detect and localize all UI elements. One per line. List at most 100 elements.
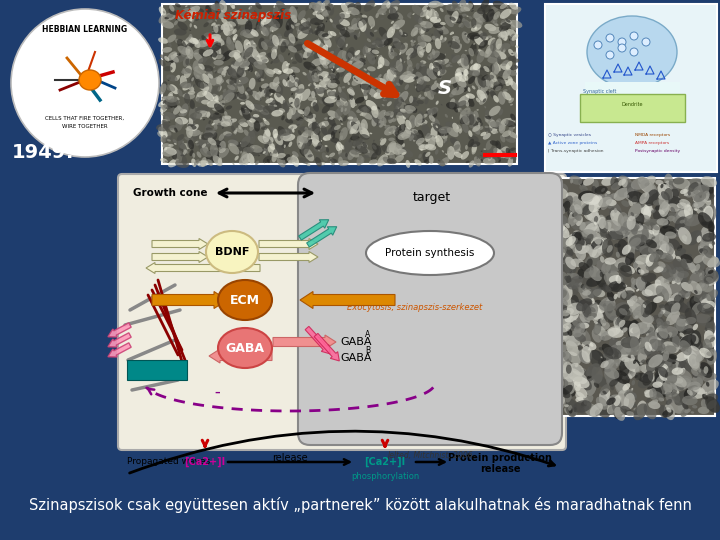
Ellipse shape (651, 210, 656, 213)
Ellipse shape (232, 4, 235, 9)
Ellipse shape (193, 49, 200, 55)
Ellipse shape (483, 158, 495, 165)
Ellipse shape (364, 107, 366, 112)
Ellipse shape (444, 138, 447, 143)
Ellipse shape (431, 136, 440, 142)
Ellipse shape (590, 350, 601, 367)
Ellipse shape (312, 31, 316, 34)
Ellipse shape (498, 159, 501, 163)
Ellipse shape (253, 105, 266, 112)
Ellipse shape (600, 384, 610, 395)
Ellipse shape (317, 46, 325, 60)
Ellipse shape (186, 127, 193, 131)
Ellipse shape (591, 310, 598, 321)
Ellipse shape (304, 117, 308, 120)
Ellipse shape (498, 76, 505, 85)
Ellipse shape (377, 110, 386, 119)
Ellipse shape (307, 114, 316, 123)
Ellipse shape (680, 336, 684, 340)
Ellipse shape (354, 68, 359, 73)
Ellipse shape (680, 220, 685, 224)
Ellipse shape (207, 111, 210, 118)
Ellipse shape (697, 303, 714, 314)
Ellipse shape (616, 252, 620, 258)
Ellipse shape (569, 211, 576, 219)
Ellipse shape (635, 323, 642, 328)
Ellipse shape (188, 91, 195, 94)
Ellipse shape (626, 234, 631, 241)
Ellipse shape (559, 323, 562, 327)
Ellipse shape (694, 192, 706, 202)
Ellipse shape (327, 4, 333, 11)
Ellipse shape (203, 86, 210, 92)
Ellipse shape (390, 145, 400, 155)
Ellipse shape (446, 4, 459, 11)
Ellipse shape (164, 56, 169, 62)
Ellipse shape (703, 344, 714, 362)
Ellipse shape (338, 160, 349, 166)
Ellipse shape (594, 216, 598, 222)
Text: Propagated waves: Propagated waves (127, 457, 210, 467)
Ellipse shape (450, 31, 454, 35)
Ellipse shape (665, 278, 670, 282)
Ellipse shape (257, 52, 266, 58)
Ellipse shape (639, 242, 644, 246)
Ellipse shape (680, 259, 688, 268)
Ellipse shape (302, 44, 312, 53)
Ellipse shape (389, 144, 395, 148)
Ellipse shape (266, 85, 269, 89)
Ellipse shape (324, 117, 328, 120)
Ellipse shape (351, 62, 364, 70)
Ellipse shape (573, 231, 582, 244)
FancyArrow shape (259, 239, 318, 249)
Ellipse shape (189, 150, 194, 156)
Ellipse shape (684, 328, 695, 335)
Ellipse shape (477, 31, 483, 40)
Ellipse shape (177, 39, 186, 51)
Ellipse shape (492, 131, 498, 134)
Ellipse shape (356, 79, 358, 81)
Ellipse shape (567, 268, 574, 279)
Ellipse shape (498, 153, 502, 156)
Ellipse shape (180, 8, 189, 17)
Ellipse shape (400, 71, 412, 80)
Ellipse shape (600, 256, 605, 263)
Ellipse shape (615, 317, 622, 325)
Ellipse shape (487, 153, 491, 159)
Ellipse shape (614, 244, 621, 247)
Ellipse shape (702, 248, 708, 257)
Ellipse shape (636, 224, 649, 241)
Ellipse shape (319, 24, 323, 28)
Ellipse shape (195, 79, 204, 89)
Ellipse shape (694, 388, 699, 393)
Ellipse shape (231, 143, 237, 146)
Ellipse shape (317, 125, 320, 126)
Ellipse shape (658, 242, 672, 253)
Ellipse shape (182, 83, 192, 91)
Ellipse shape (433, 23, 444, 28)
Ellipse shape (248, 44, 249, 46)
Ellipse shape (672, 361, 676, 364)
Ellipse shape (659, 244, 667, 253)
Ellipse shape (438, 130, 449, 136)
Ellipse shape (675, 301, 689, 313)
Ellipse shape (566, 236, 576, 246)
Ellipse shape (652, 382, 665, 395)
Ellipse shape (645, 185, 654, 197)
Ellipse shape (329, 65, 333, 72)
Ellipse shape (624, 328, 629, 331)
Ellipse shape (193, 84, 196, 86)
Ellipse shape (205, 58, 213, 65)
Ellipse shape (580, 188, 587, 199)
Ellipse shape (281, 138, 289, 148)
Ellipse shape (589, 226, 599, 234)
Ellipse shape (652, 225, 660, 231)
Ellipse shape (354, 77, 356, 79)
Ellipse shape (447, 10, 455, 16)
Ellipse shape (189, 112, 202, 119)
Ellipse shape (163, 66, 173, 71)
Ellipse shape (599, 390, 609, 406)
Ellipse shape (337, 37, 345, 48)
Ellipse shape (202, 73, 210, 84)
Ellipse shape (653, 338, 666, 354)
